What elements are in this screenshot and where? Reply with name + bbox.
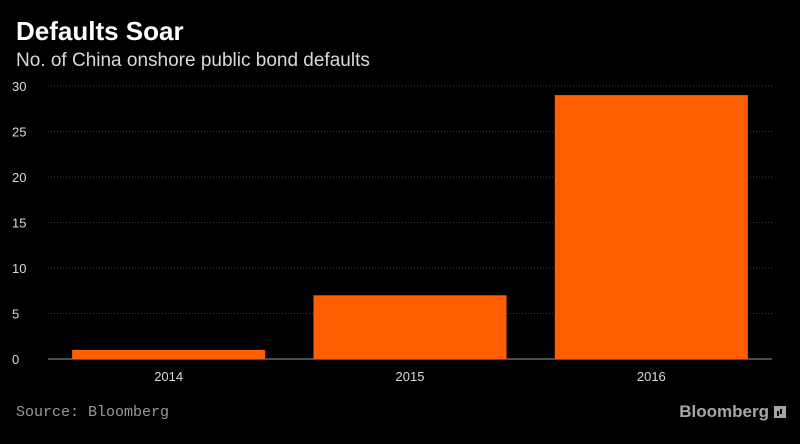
y-tick-label: 20 bbox=[12, 170, 26, 185]
chart-subtitle: No. of China onshore public bond default… bbox=[16, 50, 370, 71]
y-tick-label: 30 bbox=[12, 79, 26, 94]
bar-chart: 0 5 10 15 20 25 30 2014 2015 2016 bbox=[12, 79, 772, 384]
x-tick-label: 2014 bbox=[154, 369, 183, 384]
y-tick-label: 15 bbox=[12, 216, 26, 231]
x-axis-ticks: 2014 2015 2016 bbox=[154, 369, 666, 384]
y-axis-ticks: 0 5 10 15 20 25 30 bbox=[12, 79, 26, 367]
y-tick-label: 5 bbox=[12, 307, 19, 322]
bloomberg-chart-icon bbox=[774, 406, 786, 418]
y-tick-label: 0 bbox=[12, 352, 19, 367]
x-tick-label: 2015 bbox=[396, 369, 425, 384]
bar-2014 bbox=[72, 349, 266, 359]
bar-2015 bbox=[313, 295, 507, 359]
y-tick-label: 10 bbox=[12, 261, 26, 276]
x-tick-label: 2016 bbox=[637, 369, 666, 384]
brand-logo: Bloomberg bbox=[679, 402, 786, 422]
chart-title: Defaults Soar bbox=[16, 16, 184, 46]
brand-name: Bloomberg bbox=[679, 402, 769, 421]
y-tick-label: 25 bbox=[12, 125, 26, 140]
bar-2016 bbox=[554, 95, 748, 359]
bars bbox=[72, 95, 748, 359]
source-note: Source: Bloomberg bbox=[16, 404, 170, 421]
